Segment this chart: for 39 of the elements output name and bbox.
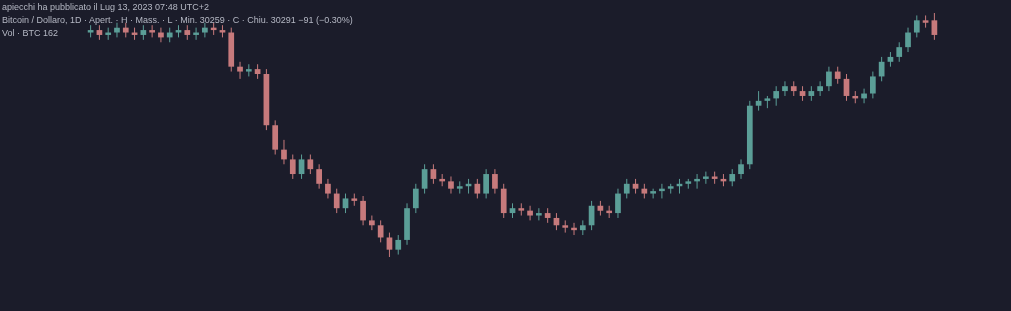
candlestick <box>773 85 780 107</box>
candlestick <box>395 234 402 256</box>
candlestick <box>202 22 208 38</box>
candlestick <box>623 178 630 199</box>
candlestick <box>149 24 155 38</box>
annotation: Bitcoin / Dollaro, 1D · Apert. · H · Mass. · L · Min. 30259 · C · Chiu. 30291 −91 (−0.30%) <box>2 14 353 27</box>
candlestick <box>826 66 832 92</box>
candlestick <box>448 175 454 195</box>
candlestick <box>316 163 322 190</box>
candlestick <box>527 205 533 221</box>
candlestick <box>738 158 744 180</box>
candlestick <box>703 171 709 185</box>
candlestick <box>114 22 120 38</box>
candlestick <box>289 154 296 180</box>
candlestick <box>474 178 481 199</box>
candlestick <box>237 61 243 80</box>
candlestick <box>333 188 340 214</box>
candlestick <box>369 215 375 231</box>
candlestick <box>360 195 366 226</box>
candlestick <box>386 232 393 258</box>
candlestick <box>817 80 823 97</box>
candlestick <box>650 188 656 199</box>
candlestick <box>615 188 621 219</box>
candlestick <box>913 14 920 38</box>
candlestick <box>878 56 885 82</box>
text: apiecchi ha pubblicato il Lug 13, 2023 07:48 UTC+2 <box>2 1 210 14</box>
text: Vol · BTC 162 <box>2 27 60 40</box>
candlestick <box>377 219 384 243</box>
candlestick <box>536 207 542 221</box>
candlestick <box>281 139 287 165</box>
candlestick <box>307 154 314 175</box>
candlestick <box>870 71 876 99</box>
candlestick <box>905 27 911 53</box>
candlestick <box>483 168 489 199</box>
candlestick <box>492 168 498 195</box>
candlestick <box>412 183 419 214</box>
candlestick <box>896 41 903 63</box>
candlestick <box>782 80 788 97</box>
candlestick <box>325 178 331 199</box>
